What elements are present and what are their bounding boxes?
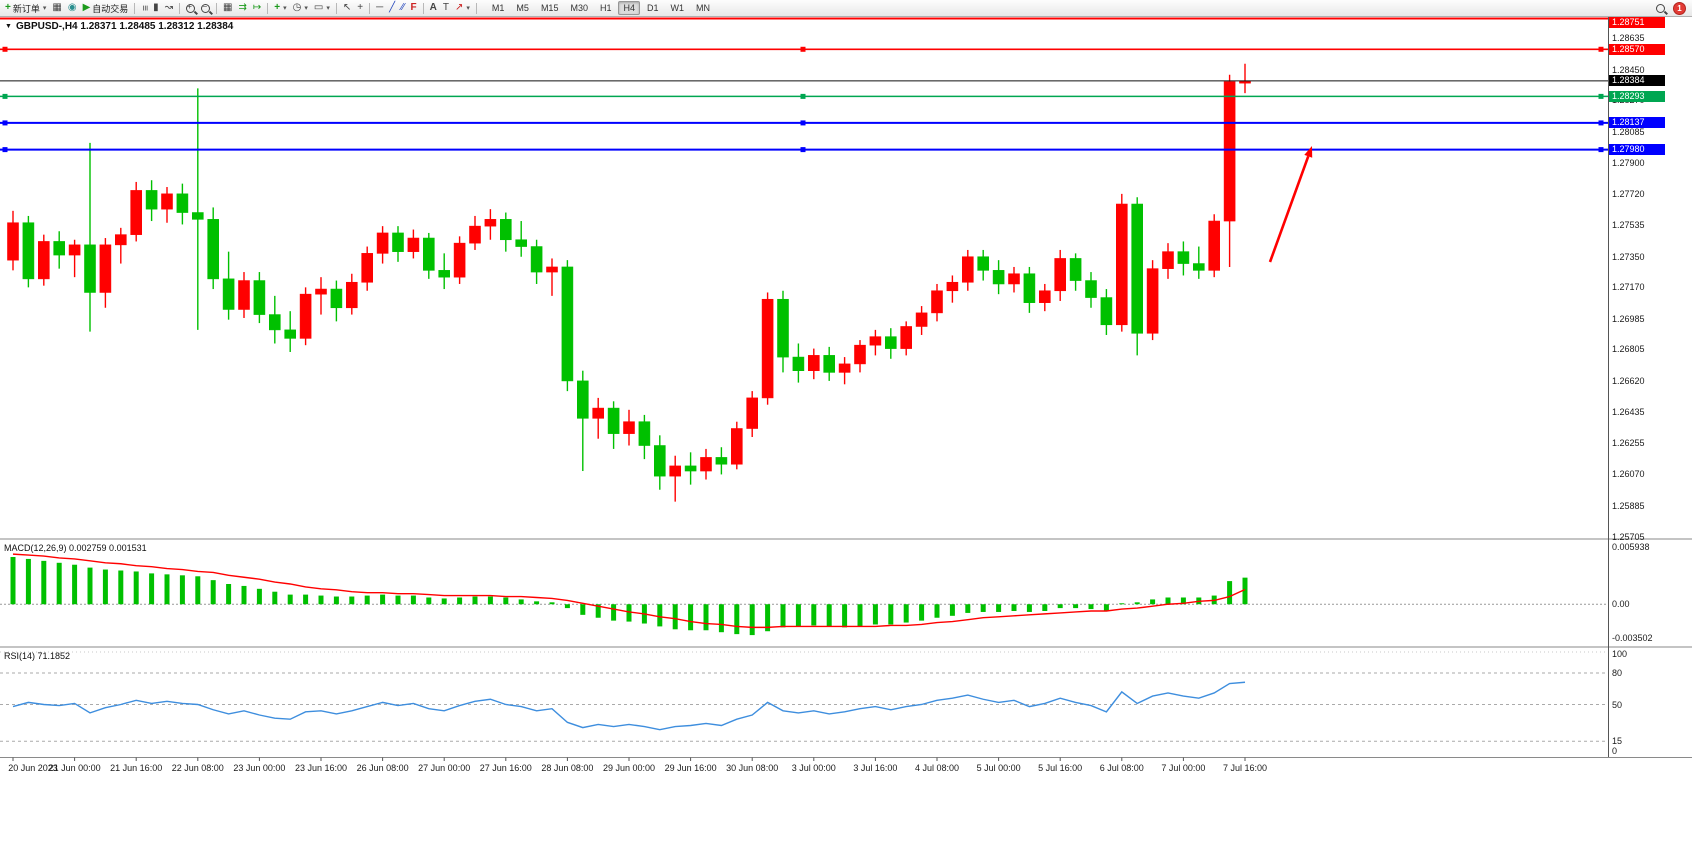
- indicators-button[interactable]: + ▾: [271, 1, 289, 15]
- candlestick-chart-button[interactable]: ▮: [150, 1, 162, 15]
- tile-windows-icon: ▦: [223, 2, 233, 13]
- tile-windows-button[interactable]: ▦: [49, 1, 64, 15]
- trendline-icon: ╱: [389, 2, 396, 13]
- chart-title: ▼ GBPUSD-,H4 1.28371 1.28485 1.28312 1.2…: [5, 21, 233, 32]
- templates-button[interactable]: ▭ ▾: [311, 1, 333, 15]
- cursor-icon: ↖: [342, 2, 352, 13]
- toolbar-separator: [267, 2, 269, 14]
- timeframe-h4[interactable]: H4: [618, 1, 640, 15]
- toolbar-separator: [369, 2, 371, 14]
- periods-clock-icon: ◷: [292, 2, 302, 13]
- text-icon: A: [429, 2, 437, 13]
- toolbar: +新订单▾▦◉▶自动交易≡▮↝▦⇉↦+▾◷▾▭▾↖+─╱∕∕FAT↗▾M1M5M…: [0, 0, 1692, 17]
- fibonacci-button[interactable]: F: [408, 1, 420, 15]
- autotrading-play-icon: ▶: [82, 2, 91, 13]
- object-lines[interactable]: [0, 17, 1608, 153]
- zoom-in-icon: [186, 2, 196, 13]
- chart-shift-button[interactable]: ↦: [250, 1, 264, 15]
- zoom-in-button[interactable]: [183, 1, 198, 15]
- toolbar-separator: [134, 2, 136, 14]
- timeframe-group: M1 M5 M15 M30 H1 H4 D1 W1 MN: [486, 1, 716, 15]
- label-button[interactable]: T: [440, 1, 452, 15]
- symbol-marker-icon: ▼: [5, 23, 12, 30]
- crosshair-button[interactable]: +: [354, 1, 366, 15]
- channel-button[interactable]: ∕∕: [398, 1, 407, 15]
- rsi-line: [12, 681, 1246, 731]
- line-chart-button[interactable]: ↝: [162, 1, 176, 15]
- trendline-button[interactable]: ╱: [386, 1, 398, 15]
- toolbar-buttons: +新订单▾▦◉▶自动交易≡▮↝▦⇉↦+▾◷▾▭▾↖+─╱∕∕FAT↗▾M1M5M…: [0, 0, 716, 16]
- autotrading-button-label: 自动交易: [92, 3, 129, 14]
- rsi-panel: [12, 681, 1246, 731]
- timeframe-m30[interactable]: M30: [570, 3, 588, 13]
- candles: [7, 63, 1251, 502]
- trend-arrow[interactable]: [1268, 146, 1313, 263]
- crosshair-icon: +: [357, 2, 364, 13]
- arrows-button[interactable]: ↗ ▾: [452, 1, 473, 15]
- bar-chart-icon: ≡: [139, 5, 151, 11]
- toolbar-right: 1: [1656, 2, 1686, 15]
- community-button[interactable]: ◉: [65, 1, 80, 15]
- auto-scroll-button[interactable]: ⇉: [235, 1, 249, 15]
- timeframe-w1[interactable]: W1: [670, 3, 685, 13]
- chart-shift-icon: ↦: [252, 2, 262, 13]
- notification-badge[interactable]: 1: [1673, 2, 1686, 15]
- timeframe-m1[interactable]: M1: [491, 3, 505, 13]
- template-icon: ▭: [313, 2, 324, 13]
- macd-indicator-label: MACD(12,26,9) 0.002759 0.001531: [4, 543, 147, 553]
- new-order-button[interactable]: + 新订单 ▾: [2, 1, 49, 15]
- zoom-out-button[interactable]: [198, 1, 213, 15]
- periods-button[interactable]: ◷ ▾: [290, 1, 311, 15]
- horizontal-line-icon: ─: [376, 2, 384, 13]
- toolbar-separator: [216, 2, 218, 14]
- arrow-object-icon: ↗: [455, 2, 464, 13]
- bar-chart-button[interactable]: ≡: [138, 1, 150, 15]
- macd-signal-line: [12, 553, 1246, 629]
- caret-down-icon: ▾: [326, 5, 330, 12]
- text-button[interactable]: A: [427, 1, 440, 15]
- auto-scroll-icon: ⇉: [238, 2, 247, 13]
- cursor-button[interactable]: ↖: [340, 1, 354, 15]
- timeframe-m15[interactable]: M15: [540, 3, 559, 13]
- tile-charts-button[interactable]: ▦: [220, 1, 235, 15]
- fibonacci-icon: F: [410, 2, 417, 13]
- toolbar-separator: [422, 2, 424, 14]
- caret-down-icon: ▾: [42, 5, 47, 12]
- search-icon[interactable]: [1656, 4, 1665, 13]
- new-order-plus-icon: +: [274, 2, 281, 13]
- line-chart-icon: ↝: [164, 2, 174, 13]
- zoom-out-icon: [201, 2, 211, 13]
- timeframe-h1[interactable]: H1: [599, 3, 612, 13]
- timeframe-m5[interactable]: M5: [516, 3, 529, 13]
- new-order-button-label: 新订单: [12, 3, 40, 14]
- label-icon: T: [442, 2, 449, 13]
- macd-panel: [10, 553, 1248, 636]
- rsi-indicator-label: RSI(14) 71.1852: [4, 651, 71, 661]
- chart-title-text: GBPUSD-,H4 1.28371 1.28485 1.28312 1.283…: [15, 21, 234, 32]
- horizontal-line-button[interactable]: ─: [373, 1, 386, 15]
- timeframe-mn[interactable]: MN: [696, 3, 711, 13]
- tile-windows-icon: ▦: [52, 2, 62, 13]
- new-order-plus-icon: +: [5, 2, 11, 13]
- toolbar-separator: [335, 2, 337, 14]
- candlestick-icon: ▮: [153, 2, 159, 13]
- community-icon: ◉: [67, 2, 77, 13]
- caret-down-icon: ▾: [304, 5, 308, 12]
- caret-down-icon: ▾: [283, 5, 287, 12]
- caret-down-icon: ▾: [466, 5, 470, 12]
- autotrading-button[interactable]: ▶ 自动交易: [80, 1, 132, 15]
- toolbar-separator: [475, 2, 477, 14]
- channel-icon: ∕∕: [401, 2, 405, 13]
- timeframe-d1[interactable]: D1: [647, 3, 659, 13]
- toolbar-separator: [179, 2, 181, 14]
